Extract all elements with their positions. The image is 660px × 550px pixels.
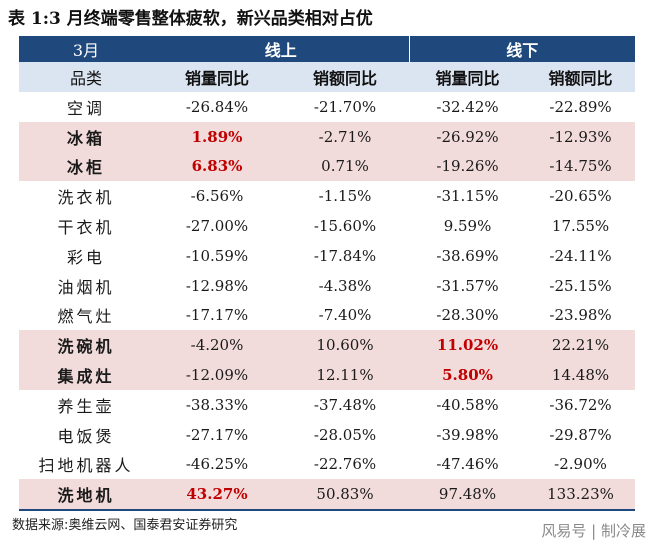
offline-qty-cell: 9.59%	[443, 217, 492, 236]
online-amt-cell: -2.71%	[281, 121, 410, 152]
offline-amt-cell: -14.75%	[526, 151, 636, 182]
offline-qty-cell: -40.58%	[436, 395, 499, 414]
online-amt-cell: -21.70%	[313, 97, 377, 116]
table-row: 冰柜 6.83% 0.71% -19.26% -14.75%	[19, 151, 636, 182]
header-online: 线上	[153, 36, 410, 62]
table-row: 空调 -26.84% -21.70% -32.42% -22.89%	[19, 92, 635, 122]
category-cell: 冰柜	[19, 151, 153, 182]
table-row: 扫地机器人 -46.25% -22.76% -47.46% -2.90%	[19, 450, 635, 480]
offline-qty-cell: -38.69%	[436, 246, 499, 265]
offline-qty-cell: 11.02%	[409, 330, 527, 361]
header-online-qty: 销量同比	[153, 62, 281, 92]
offline-qty-cell: -26.92%	[409, 121, 527, 152]
offline-amt-cell: -25.15%	[549, 276, 612, 295]
offline-qty-cell: -31.15%	[436, 187, 499, 206]
online-qty-cell: 43.27%	[153, 479, 281, 512]
table-row: 燃气灶 -17.17% -7.40% -28.30% -23.98%	[19, 301, 635, 331]
online-amt-cell: 10.60%	[281, 330, 410, 361]
offline-qty-cell: -19.26%	[409, 151, 527, 182]
offline-qty-cell: -47.46%	[436, 455, 499, 474]
header-offline-qty: 销量同比	[409, 62, 527, 92]
online-amt-cell: 12.11%	[281, 360, 410, 390]
table-row: 洗碗机 -4.20% 10.60% 11.02% 22.21%	[19, 330, 636, 361]
online-amt-cell: -4.38%	[318, 276, 372, 295]
online-amt-cell: -22.76%	[313, 455, 377, 474]
header-row-metrics: 品类 销量同比 销额同比 销量同比 销额同比	[19, 62, 636, 92]
category-cell: 干衣机	[57, 218, 115, 238]
category-cell: 空调	[66, 98, 105, 118]
offline-amt-cell: -24.11%	[549, 246, 612, 265]
online-amt-cell: -17.84%	[313, 246, 377, 265]
table-row: 洗地机 43.27% 50.83% 97.48% 133.23%	[19, 479, 636, 512]
offline-amt-cell: 133.23%	[526, 479, 636, 512]
category-cell: 燃气灶	[57, 307, 115, 327]
offline-qty-cell: -39.98%	[436, 425, 499, 444]
offline-qty-cell: -28.30%	[436, 306, 499, 325]
offline-qty-cell: -32.42%	[436, 97, 499, 116]
category-cell: 集成灶	[19, 360, 153, 390]
offline-amt-cell: -20.65%	[549, 187, 612, 206]
online-qty-cell: 6.83%	[153, 151, 281, 182]
online-amt-cell: -7.40%	[318, 306, 372, 325]
offline-amt-cell: -12.93%	[526, 121, 636, 152]
online-qty-cell: 1.89%	[153, 121, 281, 152]
table-row: 干衣机 -27.00% -15.60% 9.59% 17.55%	[19, 211, 635, 241]
online-qty-cell: -26.84%	[185, 97, 249, 116]
table-row: 养生壶 -38.33% -37.48% -40.58% -36.72%	[19, 390, 635, 420]
online-amt-cell: -1.15%	[318, 187, 372, 206]
offline-amt-cell: -29.87%	[549, 425, 612, 444]
watermark: 风易号 | 制冷展	[541, 522, 646, 540]
table-row: 洗衣机 -6.56% -1.15% -31.15% -20.65%	[19, 181, 635, 211]
online-qty-cell: -12.09%	[153, 360, 281, 390]
offline-qty-cell: 97.48%	[409, 479, 527, 512]
offline-amt-cell: 22.21%	[526, 330, 636, 361]
online-qty-cell: -4.20%	[153, 330, 281, 361]
online-qty-cell: -46.25%	[185, 455, 249, 474]
online-amt-cell: -28.05%	[313, 425, 377, 444]
offline-amt-cell: -2.90%	[554, 455, 607, 474]
table-row: 集成灶 -12.09% 12.11% 5.80% 14.48%	[19, 360, 636, 390]
online-amt-cell: -15.60%	[313, 217, 377, 236]
offline-amt-cell: -36.72%	[549, 395, 612, 414]
header-category: 品类	[19, 62, 153, 92]
category-cell: 洗衣机	[57, 188, 115, 208]
table-row: 电饭煲 -27.17% -28.05% -39.98% -29.87%	[19, 420, 635, 450]
table-row: 冰箱 1.89% -2.71% -26.92% -12.93%	[19, 121, 636, 152]
header-offline-amt: 销额同比	[526, 62, 636, 92]
online-qty-cell: -17.17%	[185, 306, 249, 325]
category-cell: 扫地机器人	[38, 456, 134, 476]
offline-amt-cell: -23.98%	[549, 306, 612, 325]
category-cell: 冰箱	[19, 121, 153, 152]
header-offline: 线下	[408, 36, 636, 62]
data-source-note: 数据来源:奥维云网、国泰君安证券研究	[12, 518, 238, 533]
online-qty-cell: -27.00%	[185, 217, 249, 236]
header-row-channels: 3月 线上 线下	[19, 36, 636, 62]
online-amt-cell: 0.71%	[281, 151, 410, 182]
header-month: 3月	[19, 36, 153, 62]
table-row: 彩电 -10.59% -17.84% -38.69% -24.11%	[19, 241, 635, 271]
online-qty-cell: -12.98%	[185, 276, 249, 295]
category-cell: 彩电	[66, 247, 105, 267]
online-qty-cell: -6.56%	[190, 187, 244, 206]
retail-table: 3月 线上 线下 品类 销量同比 销额同比 销量同比 销额同比 空调 -26.8…	[19, 36, 636, 512]
offline-amt-cell: 17.55%	[551, 217, 610, 236]
table-title: 表 1:3 月终端零售整体疲软，新兴品类相对占优	[8, 9, 373, 29]
offline-amt-cell: -22.89%	[549, 97, 612, 116]
category-cell: 油烟机	[57, 277, 115, 297]
table-row: 油烟机 -12.98% -4.38% -31.57% -25.15%	[19, 271, 635, 301]
online-qty-cell: -10.59%	[185, 246, 249, 265]
offline-amt-cell: 14.48%	[526, 360, 636, 390]
category-cell: 养生壶	[57, 396, 115, 416]
offline-qty-cell: 5.80%	[409, 360, 527, 390]
online-amt-cell: -37.48%	[313, 395, 377, 414]
online-qty-cell: -27.17%	[185, 425, 249, 444]
online-amt-cell: 50.83%	[281, 479, 410, 512]
online-qty-cell: -38.33%	[185, 395, 249, 414]
category-cell: 电饭煲	[57, 426, 115, 446]
header-online-amt: 销额同比	[281, 62, 410, 92]
offline-qty-cell: -31.57%	[436, 276, 499, 295]
category-cell: 洗碗机	[19, 330, 153, 361]
category-cell: 洗地机	[19, 479, 153, 512]
